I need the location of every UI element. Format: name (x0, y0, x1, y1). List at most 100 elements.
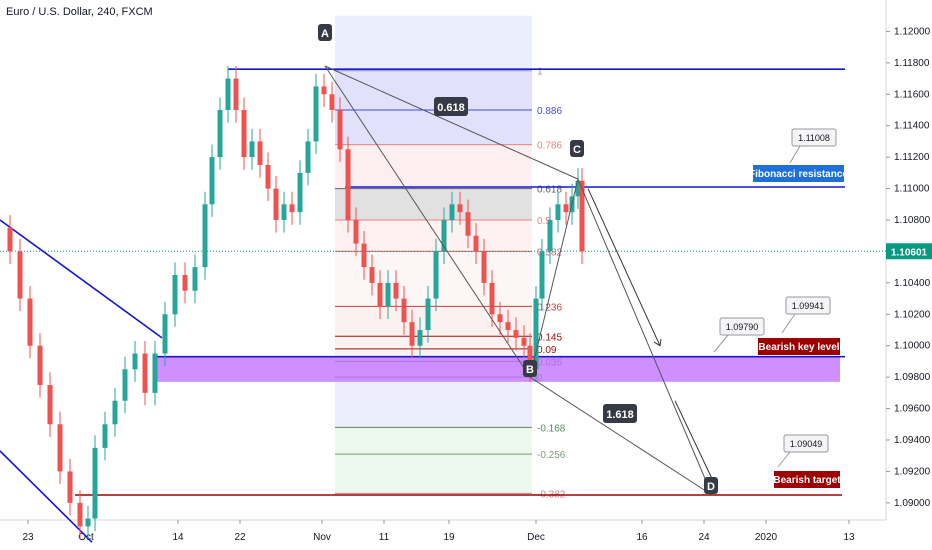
callout-zone (719, 317, 765, 336)
candle-body (489, 282, 495, 315)
last-price-tag (886, 243, 932, 260)
callout-target (783, 434, 829, 453)
x-tick-label: 14 (172, 532, 184, 543)
candle-body (132, 353, 138, 370)
pattern-line-bc (529, 179, 579, 378)
last-price-tag-text: 1.10601 (891, 247, 928, 258)
candle-body (425, 298, 431, 330)
candle-body (172, 275, 178, 315)
candle-body (281, 204, 287, 220)
candle-body (481, 251, 487, 283)
candle-body (7, 227, 13, 252)
candle-body (533, 298, 539, 370)
fib-label: 1 (537, 67, 543, 78)
point-b (523, 360, 537, 377)
y-tick-label: 1.09600 (894, 404, 931, 415)
candle-body (377, 282, 383, 307)
candle-body (241, 110, 247, 158)
candle-body (313, 86, 319, 142)
candle-body (182, 275, 188, 291)
candle-body (217, 110, 223, 158)
candle-body (555, 204, 561, 220)
label-fibonacci-resistance-text: Fibonacci resistance (749, 169, 848, 180)
candle-body (433, 251, 439, 299)
y-tick-label: 1.10400 (894, 278, 931, 289)
callout-key-pointer (781, 313, 796, 334)
candle-body (521, 337, 527, 346)
candle-body (369, 267, 375, 283)
point-a (318, 24, 332, 41)
callout-zone-text: 1.09790 (726, 322, 759, 332)
candle-body (579, 180, 585, 252)
fib-label: -0.256 (537, 450, 566, 461)
pattern-line-ac (324, 65, 579, 180)
fib-label: 0.5 (537, 216, 551, 227)
candle-body (305, 141, 311, 173)
candle-body (162, 314, 168, 354)
price-axis-bg (886, 0, 932, 550)
candle-body (122, 369, 128, 401)
fib-label: 0.786 (537, 141, 562, 152)
point-c-label: C (573, 144, 581, 156)
x-tick-label: 22 (234, 532, 246, 543)
y-tick-label: 1.10800 (894, 215, 931, 226)
candle-body (17, 251, 23, 299)
candle-body (401, 298, 407, 323)
fib-band (335, 377, 532, 428)
x-tick-label: 13 (843, 532, 855, 543)
candle-body (142, 353, 148, 393)
fib-label: 0.886 (537, 106, 562, 117)
y-tick-label: 1.11000 (894, 184, 930, 195)
fib-band (335, 188, 532, 220)
candle-body (112, 400, 118, 425)
y-tick-label: 1.11800 (894, 58, 930, 69)
candle-body (233, 78, 239, 110)
chart-title: Euro / U.S. Dollar, 240, FXCM (6, 6, 153, 18)
candle-body (563, 204, 569, 213)
candle-body (273, 188, 279, 220)
candle-body (67, 471, 73, 503)
fib-band (335, 15, 532, 71)
y-tick-label: 1.09400 (894, 435, 931, 446)
label-bearish-key-level-text: Bearish key level (758, 342, 839, 353)
candle-body (225, 78, 231, 110)
candle-body (473, 235, 479, 252)
label-fibonacci-resistance (753, 165, 844, 182)
y-tick-label: 1.09000 (894, 498, 931, 509)
callout-target-text: 1.09049 (790, 439, 823, 449)
candle-body (547, 220, 553, 252)
candle-body (417, 330, 423, 346)
callout-target-pointer (777, 451, 791, 468)
fib-band (335, 427, 532, 494)
key-level-zone (155, 356, 840, 382)
ratio-1618 (603, 404, 637, 423)
callout-resistance-pointer (789, 145, 801, 164)
fib-band (335, 220, 532, 252)
candle-body (57, 424, 63, 472)
candle-body (513, 330, 519, 338)
x-tick-label: Nov (313, 532, 331, 543)
label-bearish-key-level (758, 338, 840, 355)
candle-body (457, 204, 463, 213)
candle-body (345, 149, 351, 220)
candle-body (539, 251, 545, 299)
candle-body (409, 322, 415, 346)
candle-body (37, 345, 43, 385)
candle-body (337, 110, 343, 150)
fib-label: 0.618 (537, 185, 562, 196)
pattern-line-bd (529, 376, 713, 496)
candle-body (202, 204, 208, 268)
candle-body (92, 447, 98, 519)
y-tick-label: 1.12000 (894, 26, 931, 37)
candle-body (497, 314, 503, 323)
candle-body (449, 204, 455, 220)
callout-zone-pointer (713, 334, 729, 353)
candle-body (102, 424, 108, 448)
candle-body (257, 141, 263, 165)
candle-body (249, 141, 255, 158)
candle-body (505, 322, 511, 330)
forecast-arrow-2 (674, 400, 716, 487)
ratio-0618-label: 0.618 (437, 102, 465, 114)
